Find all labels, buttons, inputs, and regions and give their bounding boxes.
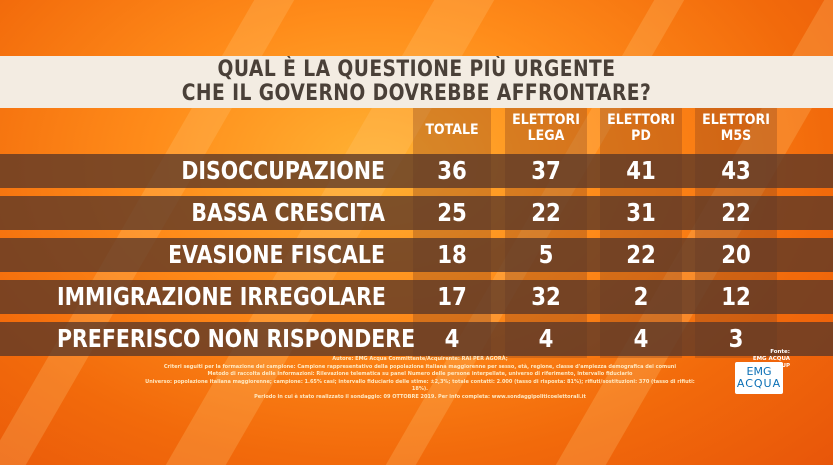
column-header-line: PD bbox=[631, 128, 651, 144]
value-cell: 36 bbox=[437, 156, 467, 185]
row-label: EVASIONE FISCALE bbox=[168, 240, 385, 269]
value-cell: 4 bbox=[444, 324, 460, 353]
value-cell: 20 bbox=[721, 240, 751, 269]
value-cell: 41 bbox=[626, 156, 656, 185]
value-cell: 43 bbox=[721, 156, 751, 185]
row-label: DISOCCUPAZIONE bbox=[181, 156, 385, 185]
column-header-pd: ELETTORI PD bbox=[604, 112, 678, 144]
row-band bbox=[0, 196, 833, 230]
footnote-line: Periodo in cui è stato realizzato il son… bbox=[254, 393, 586, 400]
value-cell: 18 bbox=[437, 240, 467, 269]
value-cell: 17 bbox=[437, 282, 467, 311]
column-header-line: TOTALE bbox=[425, 122, 479, 138]
value-cell: 4 bbox=[633, 324, 649, 353]
logo-line-1: EMG bbox=[746, 365, 772, 378]
row-band bbox=[0, 280, 833, 314]
column-header-line: ELETTORI bbox=[512, 112, 580, 128]
column-header-m5s: ELETTORI M5S bbox=[699, 112, 773, 144]
value-cell: 3 bbox=[728, 324, 744, 353]
row-band bbox=[0, 322, 833, 356]
column-header-line: ELETTORI bbox=[607, 112, 675, 128]
value-cell: 22 bbox=[721, 198, 751, 227]
value-cell: 5 bbox=[538, 240, 554, 269]
column-panel-pd bbox=[600, 108, 682, 358]
title-line-2: CHE IL GOVERNO DOVREBBE AFFRONTARE? bbox=[181, 81, 652, 106]
source-label: Fonte: bbox=[770, 349, 790, 355]
value-cell: 4 bbox=[538, 324, 554, 353]
row-label: PREFERISCO NON RISPONDERE bbox=[57, 324, 416, 353]
value-cell: 37 bbox=[531, 156, 561, 185]
emg-acqua-logo: EMG ACQUA bbox=[735, 362, 783, 394]
footnote-line: Universo: popolazione italiana maggioren… bbox=[145, 378, 695, 393]
column-header-totale: TOTALE bbox=[417, 122, 487, 138]
value-cell: 22 bbox=[626, 240, 656, 269]
row-band bbox=[0, 238, 833, 272]
footnote-line: Criteri seguiti per la formazione del ca… bbox=[163, 363, 677, 370]
value-cell: 22 bbox=[531, 198, 561, 227]
row-label: BASSA CRESCITA bbox=[191, 198, 385, 227]
title-line-1: QUAL È LA QUESTIONE PIÙ URGENTE bbox=[217, 57, 616, 82]
column-panel-m5s bbox=[695, 108, 777, 358]
footnote-line: Autore: EMG Acqua Committente/Acquirente… bbox=[332, 356, 508, 362]
value-cell: 32 bbox=[531, 282, 561, 311]
column-header-line: ELETTORI bbox=[702, 112, 770, 128]
methodology-footnotes: Autore: EMG Acqua Committente/Acquirente… bbox=[140, 356, 700, 401]
logo-line-2: ACQUA bbox=[736, 377, 782, 390]
value-cell: 2 bbox=[633, 282, 649, 311]
column-header-line: M5S bbox=[720, 128, 752, 144]
column-panel-totale bbox=[413, 108, 491, 358]
column-header-lega: ELETTORI LEGA bbox=[509, 112, 583, 144]
column-panel-lega bbox=[505, 108, 587, 358]
column-header-line: LEGA bbox=[527, 128, 565, 144]
footnote-line: Metodo di raccolta delle informazioni: R… bbox=[207, 371, 633, 377]
row-band bbox=[0, 154, 833, 188]
row-label: IMMIGRAZIONE IRREGOLARE bbox=[57, 282, 386, 311]
value-cell: 12 bbox=[721, 282, 751, 311]
value-cell: 31 bbox=[626, 198, 656, 227]
value-cell: 25 bbox=[437, 198, 467, 227]
title-band bbox=[0, 56, 833, 108]
